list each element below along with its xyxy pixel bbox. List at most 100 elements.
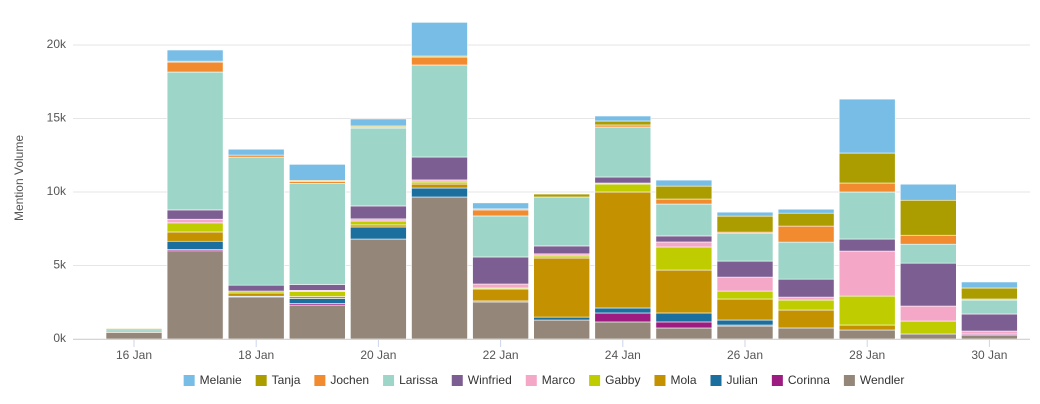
bar-segment	[777, 278, 835, 298]
bar-segment	[777, 208, 835, 214]
bar-segment	[411, 22, 468, 57]
bar-segment	[655, 269, 713, 314]
legend-label: Wendler	[860, 373, 904, 387]
bar-segment	[899, 262, 957, 307]
bar-segment	[594, 124, 652, 128]
bar-segment	[288, 304, 346, 340]
bar-segment	[227, 148, 285, 156]
bar-segment	[777, 225, 835, 243]
bar-segment	[899, 320, 957, 335]
bar-segment	[777, 212, 835, 227]
bar-segment	[227, 284, 285, 292]
bar-segment	[350, 127, 407, 207]
bar-segment	[105, 332, 163, 340]
bar-segment	[716, 211, 774, 217]
legend-label: Tanja	[272, 373, 301, 387]
bar-segment	[350, 218, 407, 222]
bar-segment	[533, 316, 591, 321]
legend-label: Julian	[726, 373, 757, 387]
bar-segment	[411, 183, 468, 189]
bar-segment	[961, 299, 1018, 315]
bar-segment	[655, 179, 713, 187]
bar-segment	[472, 209, 529, 217]
bar-segment	[777, 327, 835, 340]
bar-segment	[838, 238, 896, 252]
bar-segment	[777, 299, 835, 311]
bar-segment	[838, 98, 896, 154]
bar-segment	[961, 313, 1018, 332]
bar-segment	[716, 298, 774, 321]
bar-segment	[411, 181, 468, 185]
bar-segment	[961, 334, 1018, 340]
legend-swatch	[525, 375, 537, 386]
bar-segment	[533, 319, 591, 340]
bar-segment	[777, 309, 835, 329]
bar-segment	[227, 292, 285, 297]
bar-segment	[899, 199, 957, 236]
bar-segment	[838, 191, 896, 240]
bar-segment	[961, 287, 1018, 300]
bar-segment	[350, 224, 407, 228]
bar-segment	[594, 120, 652, 126]
y-tick-label: 5k	[53, 258, 67, 272]
y-tick-label: 15k	[47, 111, 67, 125]
x-tick-label: 24 Jan	[605, 348, 641, 362]
bar-segment	[227, 154, 285, 158]
bar-segment	[472, 288, 529, 302]
legend-label: Corinna	[788, 373, 830, 387]
bar-segment	[166, 61, 224, 73]
bar-segment	[472, 202, 529, 210]
y-tick-label: 10k	[47, 184, 67, 198]
bar-segment	[838, 152, 896, 184]
x-tick-label: 30 Jan	[971, 348, 1007, 362]
bar-segment	[655, 246, 713, 271]
legend-swatch	[383, 375, 395, 386]
bar-segment	[350, 220, 407, 226]
bar-segment	[411, 156, 468, 181]
bar-segment	[288, 296, 346, 299]
bar-segment	[594, 307, 652, 314]
bar-segment	[594, 176, 652, 184]
bar-segment	[166, 71, 224, 211]
bar-segment	[166, 49, 224, 62]
bar-segment	[899, 333, 957, 340]
legend-label: Mola	[670, 373, 696, 387]
legend-label: Melanie	[200, 373, 242, 387]
bar-segment	[288, 183, 346, 285]
bar-segment	[227, 296, 285, 340]
bar-segment	[716, 260, 774, 278]
bar-segment	[716, 232, 774, 262]
bar-segment	[655, 241, 713, 248]
legend-swatch	[710, 375, 722, 386]
bar-segment	[472, 283, 529, 289]
bar-segment	[350, 226, 407, 240]
bar-segment	[350, 238, 407, 340]
bar-segment	[655, 198, 713, 205]
bar-segment	[716, 325, 774, 340]
bar-segment	[472, 256, 529, 285]
bar-segment	[594, 183, 652, 193]
bar-segment	[655, 235, 713, 243]
bar-segment	[655, 203, 713, 237]
x-tick-label: 16 Jan	[116, 348, 152, 362]
bar-segment	[899, 305, 957, 322]
bar-segment	[350, 118, 407, 127]
bar-segment	[716, 319, 774, 326]
bar-segment	[777, 296, 835, 301]
bar-segment	[166, 231, 224, 242]
bar-segment	[594, 191, 652, 309]
bar-segment	[288, 164, 346, 181]
bar-segment	[533, 255, 591, 259]
bar-segment	[716, 215, 774, 233]
legend-swatch	[589, 375, 601, 386]
bar-segment	[533, 253, 591, 257]
bar-segment	[411, 64, 468, 158]
bar-segment	[472, 215, 529, 258]
bar-segment	[288, 284, 346, 291]
x-tick-label: 28 Jan	[849, 348, 885, 362]
bar-segment	[533, 196, 591, 247]
legend-swatch	[654, 375, 666, 386]
bar-segment	[105, 328, 163, 331]
bar-segment	[411, 187, 468, 198]
